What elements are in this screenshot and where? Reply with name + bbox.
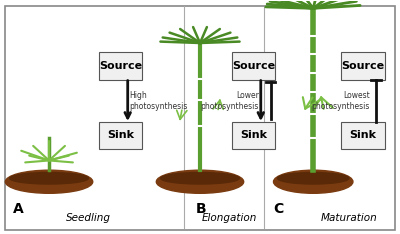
Text: Source: Source (99, 61, 142, 71)
Text: Lowest
photosynthesis: Lowest photosynthesis (312, 91, 370, 110)
Text: Source: Source (232, 61, 275, 71)
Text: A: A (13, 202, 24, 216)
FancyBboxPatch shape (341, 122, 385, 149)
Text: Source: Source (341, 61, 384, 71)
FancyBboxPatch shape (5, 6, 395, 230)
Text: Sink: Sink (240, 131, 267, 140)
Ellipse shape (278, 172, 349, 184)
FancyBboxPatch shape (99, 52, 142, 80)
Text: Lower
photosynthesis: Lower photosynthesis (200, 91, 259, 110)
Text: Sink: Sink (107, 131, 134, 140)
Ellipse shape (5, 170, 93, 193)
Text: Maturation: Maturation (320, 213, 377, 223)
Text: Elongation: Elongation (202, 213, 258, 223)
Text: Seedling: Seedling (66, 213, 111, 223)
Text: B: B (196, 202, 207, 216)
Ellipse shape (156, 170, 244, 193)
FancyBboxPatch shape (99, 122, 142, 149)
FancyBboxPatch shape (341, 52, 385, 80)
Ellipse shape (274, 170, 353, 193)
Ellipse shape (161, 172, 239, 184)
Text: High
photosynthesis: High photosynthesis (130, 91, 188, 110)
Ellipse shape (10, 172, 88, 184)
Text: C: C (274, 202, 284, 216)
FancyBboxPatch shape (232, 122, 276, 149)
Text: Sink: Sink (349, 131, 376, 140)
FancyBboxPatch shape (232, 52, 276, 80)
